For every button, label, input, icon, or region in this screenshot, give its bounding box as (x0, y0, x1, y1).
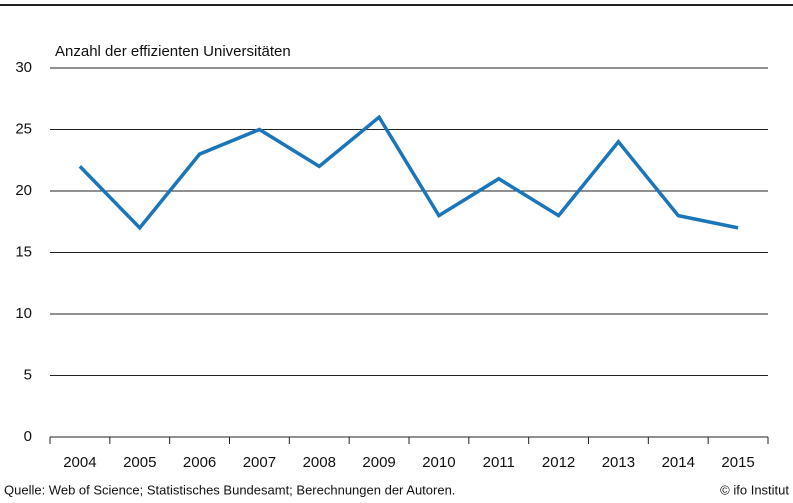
credit: © ifo Institut (720, 482, 789, 497)
x-tick-label: 2008 (303, 454, 336, 471)
y-tick-label: 5 (24, 366, 32, 383)
x-tick-label: 2010 (422, 454, 455, 471)
y-axis-label: Anzahl der effizienten Universitäten (55, 43, 291, 60)
x-tick-label: 2015 (721, 454, 754, 471)
y-tick-label: 10 (15, 305, 32, 322)
x-tick-label: 2011 (483, 454, 515, 471)
y-tick-label: 25 (15, 120, 32, 137)
x-tick-label: 2007 (243, 454, 276, 471)
data-line (78, 114, 739, 231)
x-tick-label: 2009 (362, 454, 395, 471)
y-tick-label: 30 (15, 59, 32, 76)
y-tick-label: 20 (15, 182, 32, 199)
y-tick-label: 15 (15, 243, 32, 260)
source-note: Quelle: Web of Science; Statistisches Bu… (4, 482, 455, 497)
x-tick-label: 2012 (542, 454, 575, 471)
x-tick-label: 2014 (662, 454, 695, 471)
x-tick-label: 2004 (63, 454, 96, 471)
x-tick-label: 2006 (183, 454, 216, 471)
y-tick-label: 0 (24, 428, 32, 445)
x-tick-label: 2005 (123, 454, 156, 471)
x-tick-label: 2013 (602, 454, 635, 471)
